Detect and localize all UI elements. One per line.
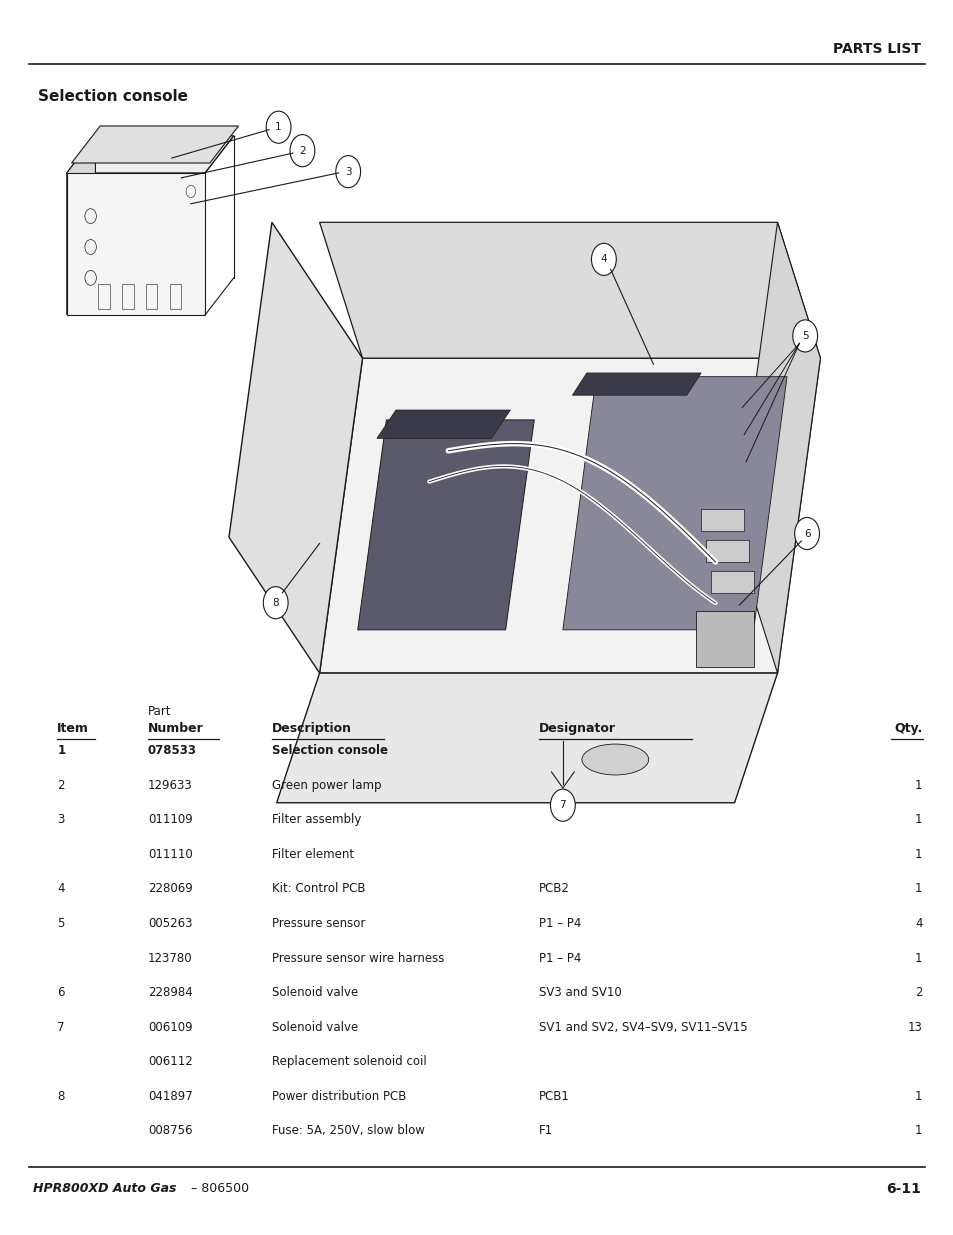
Text: 2: 2: [299, 146, 305, 156]
Text: Number: Number: [148, 721, 203, 735]
Polygon shape: [71, 126, 238, 163]
Polygon shape: [319, 222, 820, 358]
Ellipse shape: [581, 743, 648, 776]
Text: 008756: 008756: [148, 1124, 193, 1137]
Text: 078533: 078533: [148, 743, 196, 757]
Text: SV3 and SV10: SV3 and SV10: [538, 986, 621, 999]
Text: Filter element: Filter element: [272, 847, 354, 861]
Text: Solenoid valve: Solenoid valve: [272, 1020, 357, 1034]
Text: 7: 7: [57, 1020, 65, 1034]
Text: 005263: 005263: [148, 916, 193, 930]
Text: Description: Description: [272, 721, 352, 735]
Text: 5: 5: [801, 331, 807, 341]
Text: 011110: 011110: [148, 847, 193, 861]
Polygon shape: [67, 136, 233, 173]
Text: 6-11: 6-11: [884, 1182, 920, 1195]
Text: 1: 1: [914, 813, 922, 826]
Bar: [146, 284, 157, 309]
Bar: [122, 284, 133, 309]
Text: Qty.: Qty.: [893, 721, 922, 735]
Text: Designator: Designator: [538, 721, 616, 735]
Polygon shape: [319, 358, 820, 673]
Text: 1: 1: [275, 122, 281, 132]
Text: PCB1: PCB1: [538, 1089, 569, 1103]
Text: SV1 and SV2, SV4–SV9, SV11–SV15: SV1 and SV2, SV4–SV9, SV11–SV15: [538, 1020, 747, 1034]
Circle shape: [266, 111, 291, 143]
Text: Part: Part: [148, 704, 172, 718]
Text: 228984: 228984: [148, 986, 193, 999]
Text: Kit: Control PCB: Kit: Control PCB: [272, 882, 365, 895]
Text: 6: 6: [57, 986, 65, 999]
Text: 2: 2: [57, 778, 65, 792]
Text: Selection console: Selection console: [272, 743, 388, 757]
Text: HPR800XD Auto Gas: HPR800XD Auto Gas: [33, 1182, 176, 1195]
Text: 8: 8: [273, 598, 278, 608]
Text: – 806500: – 806500: [191, 1182, 249, 1195]
Text: 006112: 006112: [148, 1055, 193, 1068]
Text: Pressure sensor: Pressure sensor: [272, 916, 365, 930]
Text: 5: 5: [57, 916, 65, 930]
Text: 1: 1: [914, 847, 922, 861]
Text: 4: 4: [600, 254, 606, 264]
Bar: [98, 284, 110, 309]
Bar: [696, 611, 753, 667]
Polygon shape: [67, 173, 205, 315]
Polygon shape: [376, 410, 510, 438]
Polygon shape: [67, 136, 95, 315]
Text: PCB2: PCB2: [538, 882, 569, 895]
Circle shape: [335, 156, 360, 188]
Circle shape: [290, 135, 314, 167]
Text: P1 – P4: P1 – P4: [538, 916, 580, 930]
Text: Pressure sensor wire harness: Pressure sensor wire harness: [272, 951, 444, 965]
Text: PARTS LIST: PARTS LIST: [832, 42, 920, 56]
Polygon shape: [357, 420, 534, 630]
Text: 006109: 006109: [148, 1020, 193, 1034]
Polygon shape: [229, 222, 362, 673]
Text: 13: 13: [906, 1020, 922, 1034]
Polygon shape: [276, 673, 777, 803]
Bar: [705, 540, 748, 562]
Text: 1: 1: [914, 951, 922, 965]
Text: 4: 4: [914, 916, 922, 930]
Bar: [700, 509, 743, 531]
Text: Filter assembly: Filter assembly: [272, 813, 361, 826]
Text: 8: 8: [57, 1089, 65, 1103]
Text: Power distribution PCB: Power distribution PCB: [272, 1089, 406, 1103]
Text: 041897: 041897: [148, 1089, 193, 1103]
Circle shape: [794, 517, 819, 550]
Text: Item: Item: [57, 721, 89, 735]
Text: F1: F1: [538, 1124, 553, 1137]
Circle shape: [792, 320, 817, 352]
Bar: [710, 571, 753, 593]
Text: 3: 3: [57, 813, 65, 826]
Circle shape: [263, 587, 288, 619]
Text: 1: 1: [914, 778, 922, 792]
Text: 1: 1: [914, 1124, 922, 1137]
Text: 3: 3: [345, 167, 351, 177]
Text: 1: 1: [914, 882, 922, 895]
Text: 1: 1: [57, 743, 66, 757]
Text: 129633: 129633: [148, 778, 193, 792]
Circle shape: [591, 243, 616, 275]
Text: 7: 7: [559, 800, 565, 810]
Polygon shape: [572, 373, 700, 395]
Text: Fuse: 5A, 250V, slow blow: Fuse: 5A, 250V, slow blow: [272, 1124, 424, 1137]
Text: 2: 2: [914, 986, 922, 999]
Bar: [170, 284, 181, 309]
Text: Selection console: Selection console: [38, 89, 188, 104]
Circle shape: [550, 789, 575, 821]
Text: 6: 6: [803, 529, 809, 538]
Text: Solenoid valve: Solenoid valve: [272, 986, 357, 999]
Text: 1: 1: [914, 1089, 922, 1103]
Text: 228069: 228069: [148, 882, 193, 895]
Text: P1 – P4: P1 – P4: [538, 951, 580, 965]
Text: Green power lamp: Green power lamp: [272, 778, 381, 792]
Text: 011109: 011109: [148, 813, 193, 826]
Text: 123780: 123780: [148, 951, 193, 965]
Polygon shape: [734, 222, 820, 673]
Text: 4: 4: [57, 882, 65, 895]
Text: Replacement solenoid coil: Replacement solenoid coil: [272, 1055, 426, 1068]
Polygon shape: [562, 377, 786, 630]
